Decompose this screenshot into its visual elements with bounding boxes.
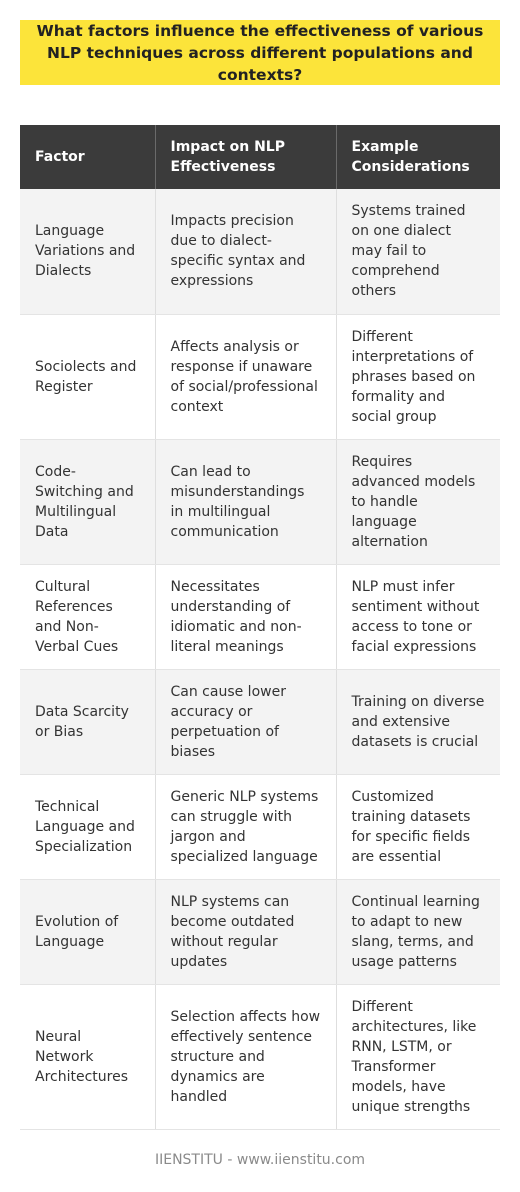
- example-cell: Different architectures, like RNN, LSTM,…: [336, 984, 500, 1130]
- example-cell: NLP must infer sentiment without access …: [336, 564, 500, 670]
- factor-cell: Technical Language and Specialization: [20, 774, 156, 880]
- factor-cell: Evolution of Language: [20, 879, 156, 985]
- column-header-impact: Impact on NLP Effectiveness: [155, 125, 337, 189]
- table-row: Technical Language and Specialization Ge…: [20, 774, 500, 880]
- table-row: Language Variations and Dialects Impacts…: [20, 189, 500, 315]
- table-row: Evolution of Language NLP systems can be…: [20, 879, 500, 985]
- example-cell: Customized training datasets for specifi…: [336, 774, 500, 880]
- example-cell: Continual learning to adapt to new slang…: [336, 879, 500, 985]
- factor-cell: Neural Network Architectures: [20, 984, 156, 1130]
- example-cell: Different interpretations of phrases bas…: [336, 314, 500, 440]
- table-header-row: Factor Impact on NLP Effectiveness Examp…: [20, 125, 500, 189]
- example-cell: Training on diverse and extensive datase…: [336, 669, 500, 775]
- factor-cell: Data Scarcity or Bias: [20, 669, 156, 775]
- example-cell: Systems trained on one dialect may fail …: [336, 189, 500, 315]
- table-row: Data Scarcity or Bias Can cause lower ac…: [20, 669, 500, 775]
- footer-credit: IIENSTITU - www.iienstitu.com: [154, 1152, 366, 1168]
- impact-cell: Generic NLP systems can struggle with ja…: [155, 774, 337, 880]
- table-row: Cultural References and Non-Verbal Cues …: [20, 564, 500, 670]
- factor-cell: Code-Switching and Multilingual Data: [20, 439, 156, 565]
- table-row: Sociolects and Register Affects analysis…: [20, 314, 500, 440]
- title-banner: What factors influence the effectiveness…: [20, 20, 500, 85]
- example-cell: Requires advanced models to handle langu…: [336, 439, 500, 565]
- impact-cell: Impacts precision due to dialect-specifi…: [155, 189, 337, 315]
- impact-cell: Selection affects how effectively senten…: [155, 984, 337, 1130]
- factor-cell: Sociolects and Register: [20, 314, 156, 440]
- impact-cell: Can cause lower accuracy or perpetuation…: [155, 669, 337, 775]
- column-header-examples: Example Considerations: [336, 125, 500, 189]
- factor-cell: Language Variations and Dialects: [20, 189, 156, 315]
- impact-cell: Necessitates understanding of idiomatic …: [155, 564, 337, 670]
- table-row: Code-Switching and Multilingual Data Can…: [20, 439, 500, 565]
- factor-cell: Cultural References and Non-Verbal Cues: [20, 564, 156, 670]
- column-header-factor: Factor: [20, 125, 156, 189]
- factors-table: Factor Impact on NLP Effectiveness Examp…: [20, 125, 500, 1130]
- impact-cell: Affects analysis or response if unaware …: [155, 314, 337, 440]
- impact-cell: Can lead to misunderstandings in multili…: [155, 439, 337, 565]
- impact-cell: NLP systems can become outdated without …: [155, 879, 337, 985]
- page-title: What factors influence the effectiveness…: [36, 21, 484, 84]
- table-row: Neural Network Architectures Selection a…: [20, 984, 500, 1130]
